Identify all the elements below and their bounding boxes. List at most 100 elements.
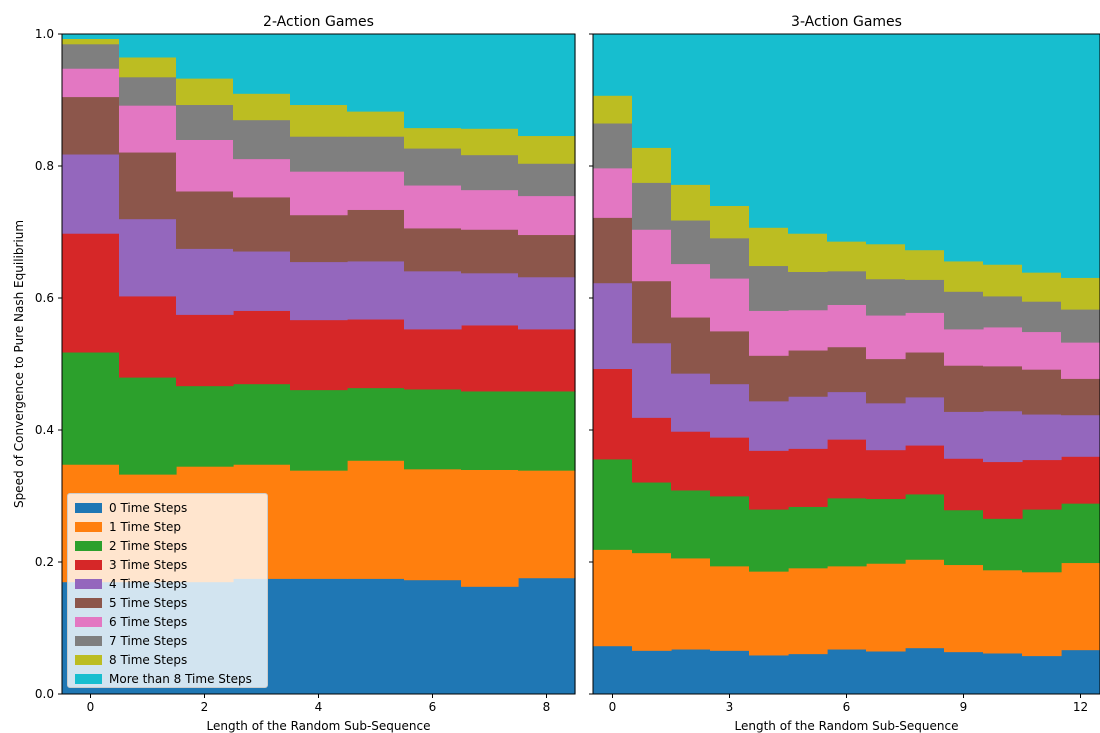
area-segment [290, 34, 348, 106]
y-tick-label: 0.4 [35, 423, 54, 437]
area-segment [404, 468, 462, 581]
area-segment [1022, 369, 1062, 415]
area-segment [749, 450, 789, 510]
area-segment [944, 291, 984, 330]
area-segment [518, 329, 576, 392]
area-segment [710, 650, 750, 695]
area-segment [632, 280, 672, 344]
area-segment [788, 34, 828, 234]
legend-swatch [75, 559, 102, 570]
area-segment [749, 571, 789, 656]
area-segment [62, 38, 120, 45]
area-segment [176, 385, 234, 467]
area-segment [710, 34, 750, 206]
area-segment [62, 233, 120, 353]
area-segment [347, 111, 405, 137]
area-segment [347, 319, 405, 389]
area-segment [710, 383, 750, 438]
area-segment [632, 147, 672, 183]
area-segment [461, 229, 519, 274]
legend-label: 3 Time Steps [109, 557, 188, 572]
area-segment [176, 34, 234, 79]
legend: 0 Time Steps 1 Time Step 2 Time Steps 3 Tim… [67, 493, 268, 688]
area-segment [788, 233, 828, 272]
legend-label: 8 Time Steps [109, 652, 188, 667]
area-segment [905, 397, 945, 446]
y-tick-label: 0.6 [35, 291, 54, 305]
area-segment [290, 389, 348, 471]
area-segment [866, 243, 906, 280]
area-segment [710, 565, 750, 651]
area-segment [62, 34, 120, 40]
area-segment [518, 34, 576, 137]
area-segment [176, 78, 234, 106]
area-segment [671, 317, 711, 374]
area-segment [632, 34, 672, 148]
area-segment [866, 315, 906, 360]
area-segment [827, 346, 867, 393]
area-segment [233, 119, 291, 160]
area-segment [290, 470, 348, 579]
area-segment [119, 34, 177, 58]
x-tick-label: 0 [609, 700, 617, 714]
panel-2 [593, 34, 1100, 695]
area-segment [593, 282, 633, 370]
area-segment [632, 229, 672, 282]
legend-item: 4 Time Steps [75, 574, 267, 593]
area-segment [671, 431, 711, 491]
area-segment [944, 564, 984, 653]
area-segment [866, 651, 906, 695]
x-tick-label: 6 [843, 700, 851, 714]
legend-swatch [75, 521, 102, 532]
area-segment [866, 563, 906, 652]
area-segment [983, 264, 1023, 297]
legend-item: 5 Time Steps [75, 593, 267, 612]
area-segment [788, 653, 828, 695]
area-segment [347, 460, 405, 579]
area-segment [827, 565, 867, 650]
area-segment [983, 410, 1023, 463]
area-segment [788, 448, 828, 507]
legend-item: 3 Time Steps [75, 555, 267, 574]
area-segment [593, 645, 633, 695]
area-segment [593, 549, 633, 647]
area-segment [710, 331, 750, 385]
area-segment [671, 490, 711, 559]
area-segment [632, 182, 672, 230]
area-segment [347, 171, 405, 210]
legend-item: More than 8 Time Steps [75, 669, 267, 688]
legend-swatch [75, 654, 102, 665]
area-segment [749, 227, 789, 267]
area-segment [866, 34, 906, 245]
legend-label: 7 Time Steps [109, 633, 188, 648]
area-segment [788, 506, 828, 569]
y-tick-label: 0.0 [35, 687, 54, 701]
area-segment [983, 653, 1023, 695]
area-segment [749, 400, 789, 451]
area-segment [404, 185, 462, 229]
area-segment [905, 312, 945, 353]
area-segment [632, 417, 672, 483]
area-segment [347, 387, 405, 461]
y-tick-label: 0.8 [35, 159, 54, 173]
area-segment [119, 76, 177, 106]
area-segment [671, 220, 711, 265]
area-segment [62, 43, 120, 69]
area-segment [347, 34, 405, 112]
legend-item: 0 Time Steps [75, 498, 267, 517]
x-tick-label: 8 [543, 700, 551, 714]
area-segment [1022, 34, 1062, 273]
area-segment [233, 251, 291, 311]
area-segment [119, 152, 177, 220]
area-segment [62, 96, 120, 155]
area-segment [404, 329, 462, 390]
area-segment [710, 437, 750, 497]
x-tick-label: 0 [87, 700, 95, 714]
area-segment [62, 154, 120, 234]
area-segment [1022, 414, 1062, 461]
area-segment [827, 34, 867, 242]
area-segment [1061, 503, 1100, 564]
area-segment [404, 148, 462, 186]
area-segment [1061, 456, 1100, 504]
panel-title: 3-Action Games [791, 14, 902, 30]
